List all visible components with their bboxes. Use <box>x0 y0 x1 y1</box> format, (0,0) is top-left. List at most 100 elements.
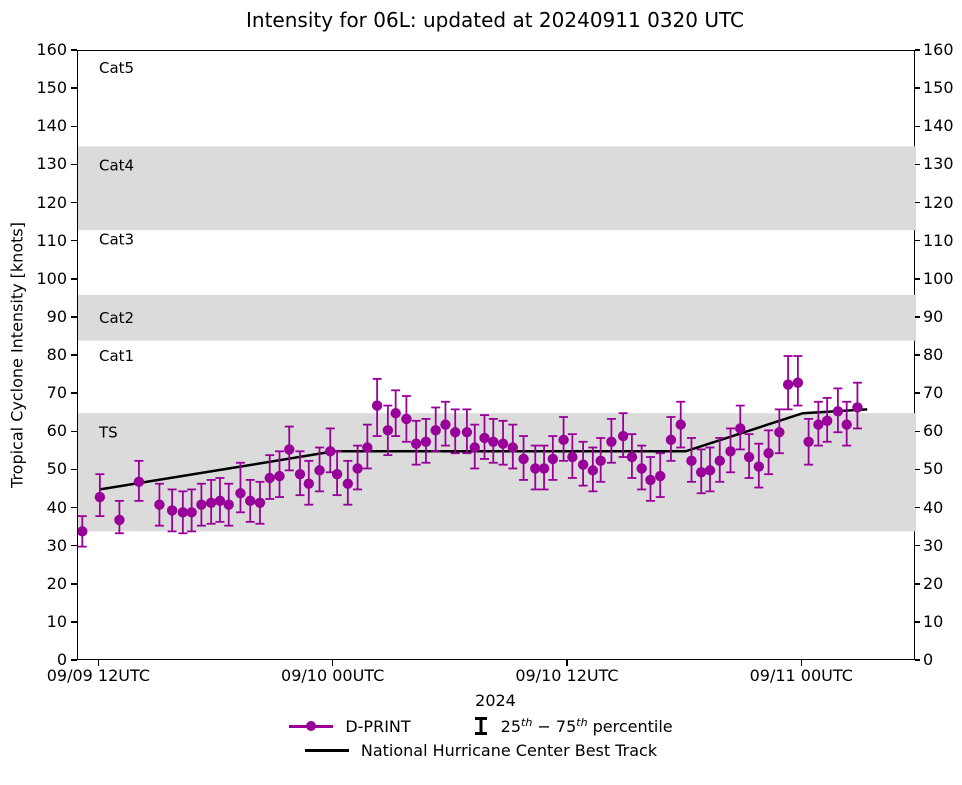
y-tick-mark-right <box>914 201 920 204</box>
legend-best-track-label: National Hurricane Center Best Track <box>360 741 658 760</box>
y-tick-mark-right <box>914 621 920 623</box>
data-point <box>685 455 697 467</box>
data-point <box>478 432 490 444</box>
data-point <box>185 507 197 518</box>
y-tick-label-left: 120 <box>36 192 67 212</box>
data-point <box>133 476 144 488</box>
band-label-cat3: Cat3 <box>99 231 134 249</box>
data-point <box>635 463 647 474</box>
best-track-line-icon <box>304 749 349 752</box>
y-tick-label-right: 10 <box>923 611 944 631</box>
data-point <box>832 406 843 417</box>
y-tick-mark-right <box>914 125 920 127</box>
data-point <box>507 442 518 453</box>
data-point <box>753 461 764 472</box>
chart-canvas: Cat5 Cat4 Cat3 Cat2 Cat1 TS <box>77 59 916 548</box>
data-point <box>389 407 401 419</box>
y-tick-mark-left <box>71 392 77 394</box>
data-point <box>724 446 736 457</box>
data-point <box>773 427 785 438</box>
data-point <box>469 442 480 453</box>
data-point <box>331 468 342 480</box>
data-point <box>695 467 706 478</box>
y-tick-mark-right <box>914 506 920 509</box>
data-point <box>324 446 335 457</box>
data-point <box>714 455 725 467</box>
y-tick-label-right: 140 <box>923 116 954 136</box>
data-point <box>371 400 382 411</box>
data-point <box>410 438 421 449</box>
x-tick-mark <box>800 660 802 666</box>
data-point <box>851 402 863 413</box>
y-tick-mark-left <box>71 163 77 166</box>
data-point <box>704 465 715 476</box>
y-tick-mark-right <box>914 278 920 280</box>
y-tick-label-left: 50 <box>46 459 67 479</box>
band-label-cat4: Cat4 <box>99 156 134 174</box>
y-tick-label-left: 20 <box>46 573 67 593</box>
y-tick-label-right: 90 <box>923 306 944 326</box>
data-point <box>283 444 294 455</box>
errorbar-icon <box>474 717 487 735</box>
data-point <box>605 436 617 447</box>
band-cat4 <box>77 146 916 231</box>
y-tick-label-left: 60 <box>46 421 67 441</box>
data-point <box>644 474 656 486</box>
data-point <box>205 497 216 508</box>
y-tick-mark-right <box>914 316 920 318</box>
y-tick-mark-left <box>71 430 77 432</box>
y-tick-mark-right <box>914 430 920 432</box>
y-tick-label-right: 120 <box>923 192 954 212</box>
data-point <box>273 470 285 482</box>
y-tick-label-right: 160 <box>923 40 954 59</box>
data-point <box>675 419 686 430</box>
data-point <box>517 453 529 465</box>
data-point <box>400 413 412 425</box>
data-point <box>617 430 628 442</box>
x-tick-label: 09/09 12UTC <box>46 666 150 685</box>
y-tick-label-left: 10 <box>46 611 67 631</box>
data-point <box>538 463 549 474</box>
x-axis-year-label: 2024 <box>475 691 516 710</box>
y-tick-mark-left <box>71 239 77 242</box>
y-tick-mark-left <box>71 201 77 204</box>
dprint-marker-icon <box>306 721 317 731</box>
data-point <box>461 427 472 438</box>
dprint-line-marker-icon <box>289 721 334 731</box>
y-tick-mark-right <box>914 544 920 547</box>
y-tick-mark-right <box>914 392 920 394</box>
y-tick-mark-right <box>914 49 920 51</box>
chart-title: Intensity for 06L: updated at 20240911 0… <box>246 8 744 32</box>
y-tick-label-right: 70 <box>923 383 944 403</box>
data-point <box>223 499 234 510</box>
data-point <box>382 425 393 436</box>
data-point <box>439 419 451 430</box>
y-tick-label-right: 110 <box>923 230 954 250</box>
y-tick-label-right: 60 <box>923 421 944 441</box>
band-label-cat2: Cat2 <box>99 309 134 327</box>
data-point <box>497 438 508 449</box>
data-point <box>626 451 637 463</box>
data-point <box>812 419 824 430</box>
data-point <box>665 434 676 446</box>
data-point <box>782 379 793 390</box>
y-tick-label-right: 40 <box>923 497 944 517</box>
data-point <box>361 442 373 453</box>
data-point <box>153 499 165 510</box>
y-tick-label-right: 150 <box>923 78 954 98</box>
y-tick-label-left: 40 <box>46 497 67 517</box>
y-tick-mark-right <box>914 354 920 356</box>
y-tick-label-right: 100 <box>923 268 954 288</box>
data-point <box>566 451 578 463</box>
data-point <box>420 436 431 447</box>
y-tick-label-left: 90 <box>46 306 67 326</box>
y-tick-mark-right <box>914 468 920 471</box>
x-tick-mark <box>566 660 568 666</box>
y-tick-label-right: 30 <box>923 535 944 555</box>
y-tick-mark-left <box>71 659 77 661</box>
y-tick-label-left: 80 <box>46 345 67 364</box>
legend-row-1: D-PRINT 25th − 75th percentile <box>289 716 673 736</box>
band-label-cat5: Cat5 <box>99 59 134 77</box>
data-point <box>177 507 188 518</box>
